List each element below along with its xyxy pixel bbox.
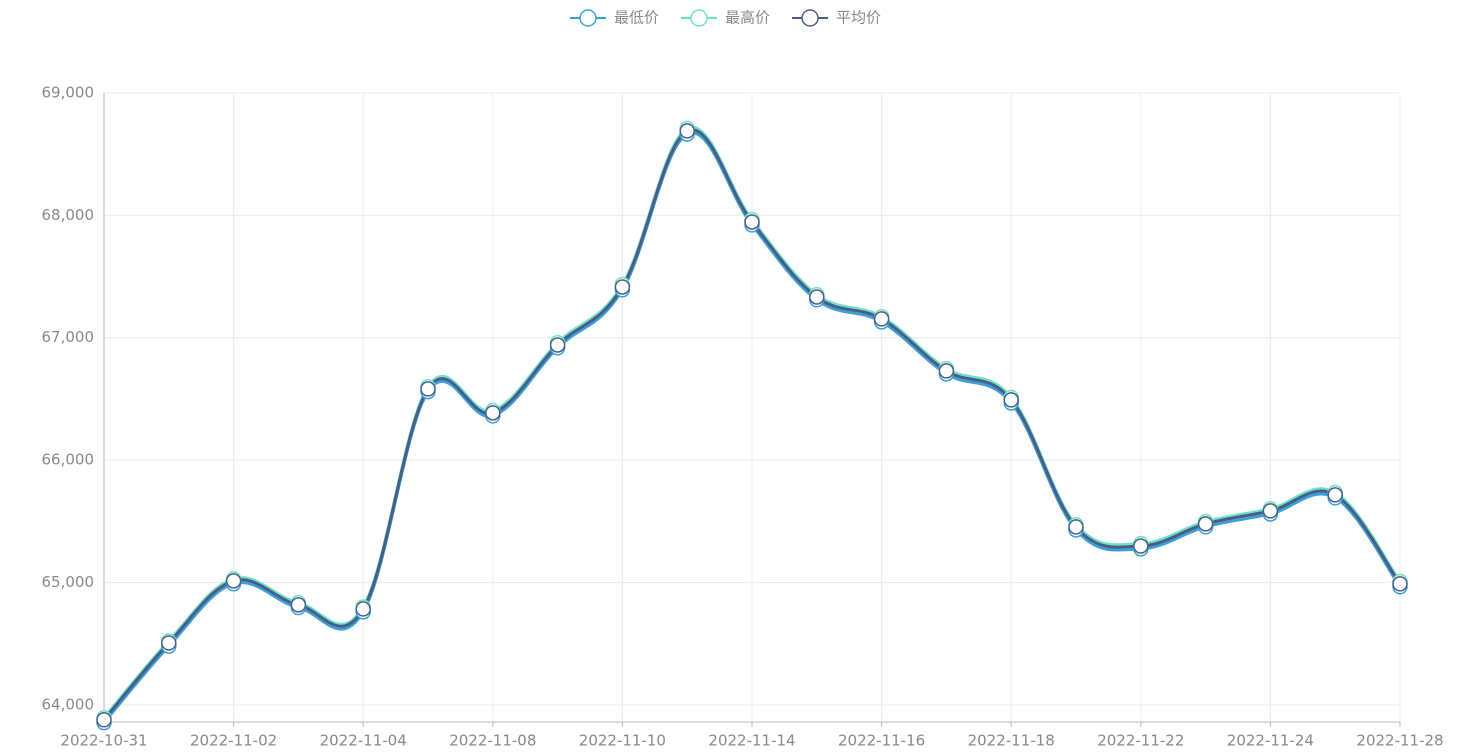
legend-icon	[579, 9, 597, 27]
point	[614, 279, 631, 295]
y-tick-label: 69,000	[42, 84, 95, 102]
y-tick-label: 64,000	[42, 695, 95, 713]
point	[355, 601, 371, 617]
point	[225, 573, 242, 589]
y-tick-label: 67,000	[42, 328, 95, 346]
x-tick-label: 2022-11-18	[968, 732, 1055, 750]
point	[1133, 538, 1149, 554]
point	[1197, 516, 1214, 532]
x-tick-label: 2022-11-28	[1356, 732, 1443, 750]
x-tick-label: 2022-11-14	[708, 732, 795, 750]
x-tick-label: 2022-11-24	[1227, 732, 1314, 750]
legend-label: 最低价	[614, 9, 659, 27]
legend-icon	[801, 9, 819, 27]
x-tick-label: 2022-10-31	[60, 732, 147, 750]
legend-icon	[690, 9, 708, 27]
series-line	[102, 128, 1402, 721]
point	[744, 214, 760, 230]
x-tick-label: 2022-11-04	[320, 732, 407, 750]
x-tick-label: 2022-11-22	[1097, 732, 1184, 750]
y-tick-label: 68,000	[42, 206, 95, 224]
point	[549, 337, 566, 353]
point	[938, 363, 955, 379]
point	[290, 597, 307, 613]
point	[1262, 503, 1279, 519]
y-tick-label: 66,000	[42, 451, 95, 469]
x-tick-label: 2022-11-02	[190, 732, 277, 750]
point	[1392, 576, 1408, 592]
y-tick-label: 65,000	[42, 573, 95, 591]
point	[161, 635, 177, 651]
point	[96, 712, 112, 728]
point	[809, 289, 825, 305]
point	[1068, 519, 1084, 535]
legend-label: 最高价	[725, 9, 770, 27]
point	[873, 311, 890, 327]
point	[1003, 392, 1019, 408]
x-tick-label: 2022-11-08	[449, 732, 536, 750]
x-tick-label: 2022-11-10	[579, 732, 666, 750]
point	[679, 123, 695, 139]
point	[1327, 487, 1343, 503]
legend-label: 平均价	[836, 9, 881, 27]
point	[485, 405, 501, 421]
x-tick-label: 2022-11-16	[838, 732, 925, 750]
point	[420, 381, 436, 397]
